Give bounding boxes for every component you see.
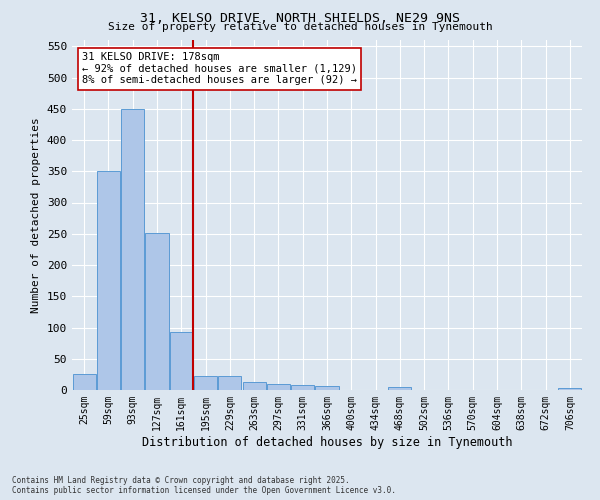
Bar: [388, 387, 412, 390]
Bar: [97, 171, 120, 390]
Bar: [170, 332, 193, 390]
Bar: [559, 388, 581, 390]
Bar: [194, 376, 217, 390]
Text: Size of property relative to detached houses in Tynemouth: Size of property relative to detached ho…: [107, 22, 493, 32]
Bar: [218, 376, 241, 390]
Text: 31, KELSO DRIVE, NORTH SHIELDS, NE29 9NS: 31, KELSO DRIVE, NORTH SHIELDS, NE29 9NS: [140, 12, 460, 26]
Text: Contains HM Land Registry data © Crown copyright and database right 2025.
Contai: Contains HM Land Registry data © Crown c…: [12, 476, 396, 495]
Bar: [267, 384, 290, 390]
Bar: [291, 385, 314, 390]
X-axis label: Distribution of detached houses by size in Tynemouth: Distribution of detached houses by size …: [142, 436, 512, 448]
Bar: [73, 374, 95, 390]
Bar: [121, 109, 144, 390]
Y-axis label: Number of detached properties: Number of detached properties: [31, 117, 41, 313]
Bar: [145, 232, 169, 390]
Text: 31 KELSO DRIVE: 178sqm
← 92% of detached houses are smaller (1,129)
8% of semi-d: 31 KELSO DRIVE: 178sqm ← 92% of detached…: [82, 52, 357, 86]
Bar: [316, 386, 338, 390]
Bar: [242, 382, 266, 390]
